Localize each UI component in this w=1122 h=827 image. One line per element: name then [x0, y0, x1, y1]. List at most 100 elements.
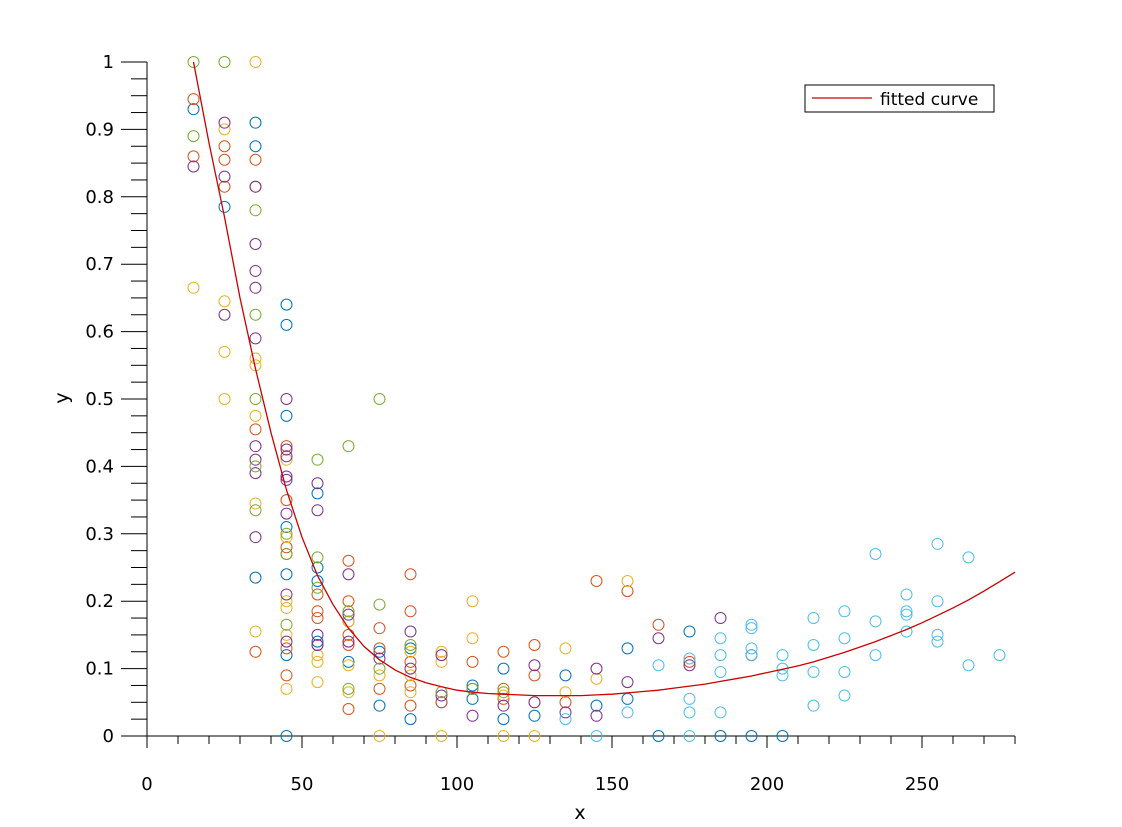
scatter-point	[404, 679, 417, 692]
scatter-point	[280, 595, 293, 608]
scatter-point	[249, 504, 262, 517]
scatter-point	[249, 409, 262, 422]
scatter-point	[280, 527, 293, 540]
scatter-point	[249, 180, 262, 193]
scatter-point	[683, 652, 696, 665]
scatter-point	[342, 595, 355, 608]
scatter-point	[280, 541, 293, 554]
y-tick-label: 0.7	[85, 254, 114, 275]
scatter-point	[218, 116, 231, 129]
scatter-point	[590, 709, 603, 722]
scatter-point	[497, 730, 510, 742]
scatter-point	[900, 608, 913, 621]
scatter-point	[404, 639, 417, 652]
scatter-point	[280, 473, 293, 486]
y-tick-label: 0.6	[85, 322, 114, 343]
scatter-point	[311, 551, 324, 564]
scatter-point	[249, 56, 262, 68]
scatter-point	[187, 281, 200, 294]
scatter-point	[652, 618, 665, 631]
scatter-point	[311, 649, 324, 662]
scatter-point	[621, 692, 634, 705]
scatter-point	[435, 696, 448, 709]
scatter-point	[249, 423, 262, 436]
y-tick-label: 0.2	[85, 591, 114, 612]
scatter-point	[497, 699, 510, 712]
scatter-point	[435, 645, 448, 658]
scatter-point	[528, 730, 541, 742]
x-tick-label: 200	[750, 774, 784, 795]
scatter-point	[714, 649, 727, 662]
scatter-point	[280, 450, 293, 463]
x-tick-label: 250	[905, 774, 939, 795]
scatter-point	[652, 659, 665, 672]
scatter-point	[373, 662, 386, 675]
scatter-point	[497, 686, 510, 699]
scatter-point	[745, 622, 758, 635]
scatter-point	[714, 665, 727, 678]
scatter-point	[342, 655, 355, 668]
scatter-point	[497, 713, 510, 726]
scatter-point	[342, 608, 355, 621]
scatter-point	[497, 692, 510, 705]
scatter-point	[373, 669, 386, 682]
scatter-point	[404, 642, 417, 655]
scatter-point	[621, 676, 634, 689]
legend: fitted curve	[804, 84, 995, 113]
scatter-point	[714, 632, 727, 645]
scatter-point	[342, 615, 355, 628]
scatter-point	[249, 308, 262, 321]
scatter-point	[342, 440, 355, 453]
scatter-point	[342, 659, 355, 672]
scatter-point	[373, 730, 386, 742]
scatter-point	[218, 56, 231, 68]
scatter-point	[280, 443, 293, 456]
scatter-point	[218, 393, 231, 405]
scatter-point	[249, 116, 262, 129]
scatter-point	[528, 639, 541, 652]
scatter-point	[466, 682, 479, 695]
scatter-point	[249, 497, 262, 510]
y-tick-label: 0.4	[85, 456, 114, 477]
scatter-point	[373, 652, 386, 665]
legend-entry-fitted-curve: fitted curve	[880, 90, 978, 110]
scatter-point	[280, 393, 293, 405]
scatter-point	[714, 612, 727, 625]
scatter-point	[683, 692, 696, 705]
scatter-point	[187, 150, 200, 163]
x-tick-label: 50	[291, 774, 314, 795]
scatter-point	[218, 123, 231, 136]
scatter-point	[404, 713, 417, 726]
scatter-point	[776, 730, 789, 742]
scatter-point	[404, 699, 417, 712]
x-tick-label: 150	[595, 774, 629, 795]
scatter-point	[342, 605, 355, 618]
scatter-point	[249, 153, 262, 166]
scatter-point	[559, 696, 572, 709]
scatter-point	[590, 662, 603, 675]
scatter-point	[869, 548, 882, 561]
scatter-point	[249, 281, 262, 294]
scatter-point	[559, 686, 572, 699]
scatter-point	[218, 200, 231, 213]
scatter-point	[807, 699, 820, 712]
scatter-point	[373, 699, 386, 712]
scatter-point	[342, 568, 355, 581]
scatter-point	[838, 689, 851, 702]
scatter-point	[342, 703, 355, 716]
scatter-point	[280, 568, 293, 581]
scatter-point	[590, 730, 603, 742]
scatter-point	[683, 706, 696, 719]
scatter-point	[311, 588, 324, 601]
scatter-point	[311, 561, 324, 574]
scatter-point	[559, 713, 572, 726]
scatter-point	[683, 659, 696, 672]
scatter-point	[590, 672, 603, 685]
scatter-point	[714, 706, 727, 719]
scatter-point	[652, 730, 665, 742]
scatter-point	[311, 581, 324, 594]
y-tick-label: 0.5	[85, 389, 114, 410]
scatter-point	[466, 692, 479, 705]
scatter-point	[280, 298, 293, 311]
